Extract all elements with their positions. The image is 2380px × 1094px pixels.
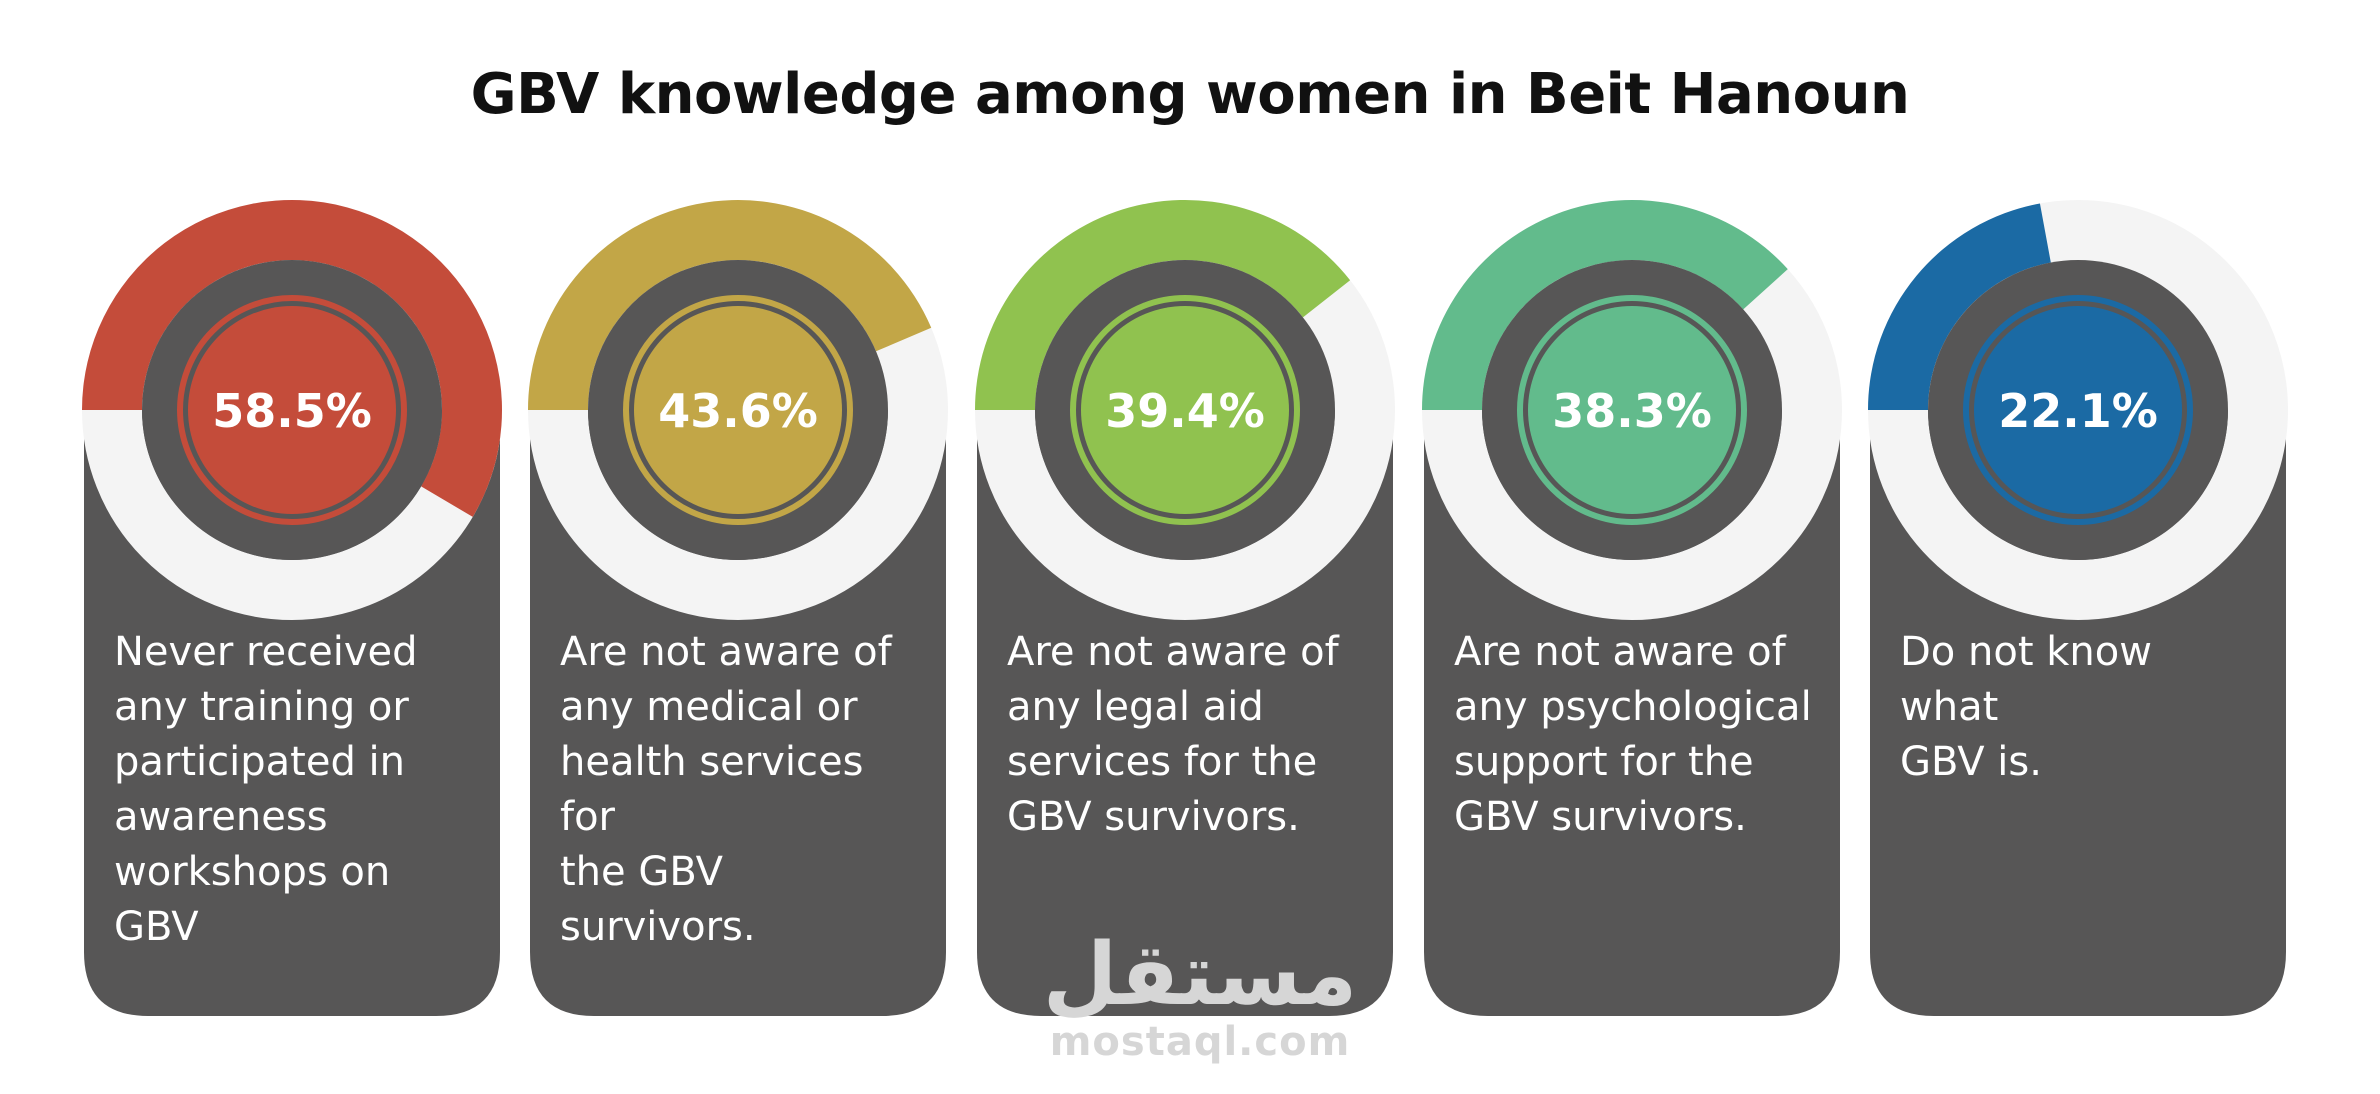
donut-center <box>1974 306 2182 514</box>
card-description-line: awareness <box>114 794 328 840</box>
card-description-line: health services for <box>560 739 864 840</box>
donut-value-arc <box>1422 200 1788 410</box>
card-description-line: participated in <box>114 739 406 785</box>
card-description-line: GBV survivors. <box>1454 794 1747 840</box>
value-label: 22.1% <box>1998 384 2158 438</box>
donut-center <box>1528 306 1736 514</box>
card-description-line: GBV is. <box>1900 739 2042 785</box>
donut-center <box>634 306 842 514</box>
donut-center <box>188 306 396 514</box>
watermark-arabic: مستقل <box>1042 925 1358 1025</box>
card-description: Do not know what GBV is. <box>1900 625 2260 790</box>
chart-title: GBV knowledge among women in Beit Hanoun <box>470 62 1910 127</box>
card-description-line: any psychological <box>1454 684 1812 730</box>
donut-value-arc <box>82 200 502 517</box>
card-description-line: Do not know what <box>1900 629 2152 730</box>
watermark-latin: mostaql.com <box>1049 1019 1351 1065</box>
card-description: Are not aware of any medical or health ser… <box>560 625 920 955</box>
value-label: 39.4% <box>1105 384 1265 438</box>
card-description-line: services for the <box>1007 739 1318 785</box>
donut-inner-ring <box>1070 295 1300 525</box>
card-description-line: any medical or <box>560 684 858 730</box>
donut-inner-ring <box>177 295 407 525</box>
donut-inner-ring <box>623 295 853 525</box>
card-description-line: the GBV survivors. <box>560 849 756 950</box>
card-description-line: support for the <box>1454 739 1754 785</box>
donut-value-arc <box>528 199 932 410</box>
watermark: مستقل mostaql.com <box>1040 930 1360 1064</box>
donut-inner-ring <box>1517 295 1747 525</box>
value-label: 43.6% <box>658 384 818 438</box>
card-description-line: Never received <box>114 629 418 675</box>
value-label: 38.3% <box>1552 384 1712 438</box>
donut-inner-ring <box>1963 295 2193 525</box>
donut-value-arc <box>1868 203 2051 410</box>
card-description-line: GBV survivors. <box>1007 794 1300 840</box>
card-description-line: Are not aware of <box>1007 629 1339 675</box>
donut-center <box>1081 306 1289 514</box>
card-description-line: Are not aware of <box>560 629 892 675</box>
donut-value-arc <box>975 200 1351 410</box>
card-description-line: any legal aid <box>1007 684 1264 730</box>
card-description: Are not aware of any psychological support… <box>1454 625 1814 845</box>
value-label: 58.5% <box>212 384 372 438</box>
card-description: Never received any training or participate… <box>114 625 474 955</box>
card-description-line: Are not aware of <box>1454 629 1786 675</box>
card-description-line: workshops on GBV <box>114 849 391 950</box>
card-description-line: any training or <box>114 684 409 730</box>
card-description: Are not aware of any legal aid services fo… <box>1007 625 1367 845</box>
